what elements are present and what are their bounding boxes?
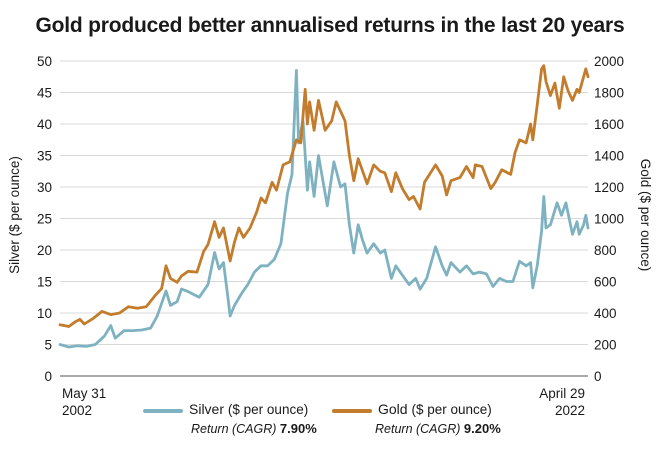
legend-silver-swatch xyxy=(143,409,183,413)
x-end-label-line2: 2022 xyxy=(554,403,585,418)
right-tick-label: 600 xyxy=(594,275,617,290)
legend-silver-unit: ($ per ounce) xyxy=(227,402,309,417)
left-tick-label: 20 xyxy=(37,243,52,258)
x-end-label: April 29 2022 xyxy=(530,385,585,419)
left-tick-label: 35 xyxy=(37,149,52,164)
left-tick-label: 45 xyxy=(37,86,52,101)
right-tick-label: 1200 xyxy=(594,180,624,195)
legend-gold-swatch xyxy=(332,409,372,413)
right-tick-label: 1600 xyxy=(594,117,624,132)
right-tick-label: 200 xyxy=(594,338,617,353)
right-tick-label: 1400 xyxy=(594,149,624,164)
legend-gold-name: Gold xyxy=(378,401,408,417)
left-tick-label: 5 xyxy=(44,338,52,353)
right-tick-label: 400 xyxy=(594,306,617,321)
series-line-silver xyxy=(58,69,590,349)
left-tick-label: 25 xyxy=(37,212,52,227)
left-axis-ticks: 0 5 10 15 20 25 30 35 40 45 50 xyxy=(37,54,52,384)
right-tick-label: 1000 xyxy=(594,212,624,227)
left-tick-label: 10 xyxy=(37,306,52,321)
legend-silver-return-label: Return (CAGR) xyxy=(191,422,277,436)
left-axis-label: Silver ($ per ounce) xyxy=(7,156,22,274)
right-tick-label: 800 xyxy=(594,243,617,258)
x-end-label-line1: April 29 xyxy=(539,386,585,401)
x-start-label: May 31 2002 xyxy=(62,385,106,419)
right-axis-ticks: 0 200 400 600 800 1000 1200 1400 1600 1800 2000 xyxy=(594,54,624,384)
legend-gold-return-label: Return (CAGR) xyxy=(375,422,461,436)
right-axis-label: Gold ($ per ounce) xyxy=(638,159,653,272)
series-line-gold xyxy=(58,64,590,328)
legend-silver-return-value: 7.90% xyxy=(279,421,317,436)
legend-gold-return-value: 9.20% xyxy=(463,421,501,436)
left-tick-label: 50 xyxy=(37,54,52,69)
right-tick-label: 0 xyxy=(594,369,602,384)
series-layer xyxy=(58,64,590,349)
right-tick-label: 1800 xyxy=(594,86,624,101)
x-start-label-line2: 2002 xyxy=(62,403,93,418)
legend-silver-name: Silver xyxy=(189,401,225,417)
left-tick-label: 30 xyxy=(37,180,52,195)
left-tick-label: 15 xyxy=(37,275,52,290)
gridlines xyxy=(60,60,588,345)
chart-title: Gold produced better annualised returns … xyxy=(35,14,625,37)
x-start-label-line1: May 31 xyxy=(62,386,107,401)
right-tick-label: 2000 xyxy=(594,54,624,69)
left-tick-label: 40 xyxy=(37,117,52,132)
left-tick-label: 0 xyxy=(44,369,52,384)
legend-gold-unit: ($ per ounce) xyxy=(411,402,492,417)
